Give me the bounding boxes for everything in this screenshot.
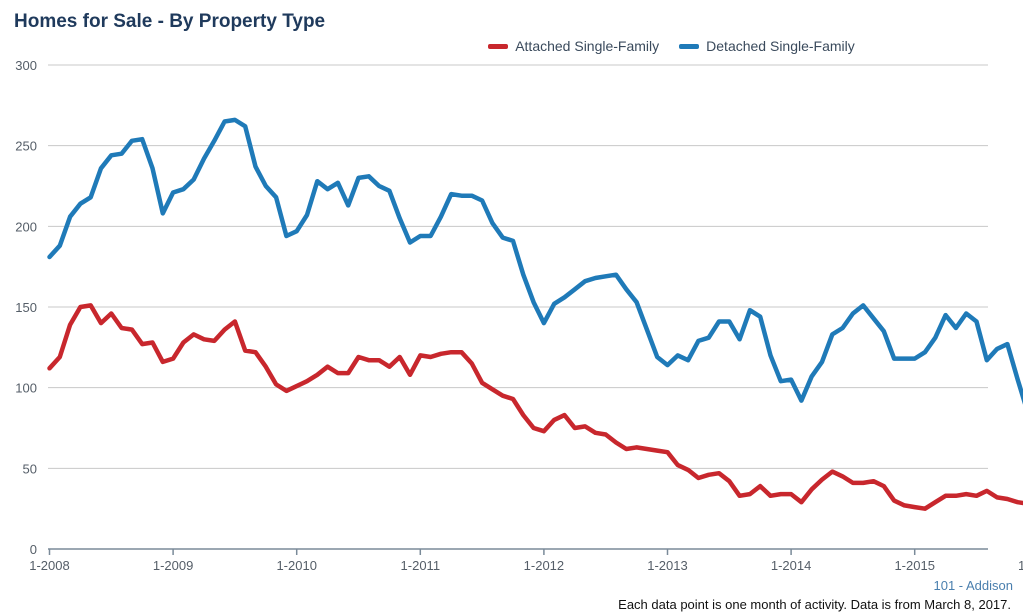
series-lines [47,117,1023,524]
x-tick-label: 1-2012 [524,558,564,573]
legend-item-detached[interactable]: Detached Single-Family [679,38,855,54]
series-line-attached[interactable] [47,303,1023,524]
y-tick-label: 250 [15,139,37,154]
y-tick-label: 50 [23,461,37,476]
chart-subtitle: 101 - Addison [933,578,1013,593]
y-tick-label: 300 [15,58,37,73]
x-tick-label: 1-2008 [29,558,69,573]
series-line-detached[interactable] [47,117,1023,435]
y-tick-label: 0 [30,542,37,557]
legend-swatch-attached [488,43,509,49]
y-tick-label: 100 [15,381,37,396]
chart-footnote: Each data point is one month of activity… [618,597,1011,612]
legend-label-detached: Detached Single-Family [706,38,855,54]
grid-lines [48,64,988,469]
x-tick-label: 1-2015 [894,558,934,573]
y-tick-label: 150 [15,300,37,315]
x-tick-label: 1-2010 [276,558,316,573]
chart-title: Homes for Sale - By Property Type [14,11,326,32]
x-tick-label: 1-2009 [153,558,193,573]
y-tick-label: 200 [15,219,37,234]
x-tick-label: 1-2011 [401,558,441,573]
y-axis-ticks: 0 50 100 150 200 250 300 [15,58,37,557]
legend: Attached Single-Family Detached Single-F… [0,38,1023,54]
legend-label-attached: Attached Single-Family [515,38,660,54]
legend-item-attached[interactable]: Attached Single-Family [168,38,659,54]
x-axis: 1-2008 1-2009 1-2010 1-2011 1-2012 1-2013 1-20… [29,548,1023,573]
legend-swatch-detached [679,43,700,49]
x-tick-label: 1-2014 [771,558,811,573]
x-tick-label: 1-2013 [647,558,687,573]
x-tick-label: 1-2016 [1018,558,1023,573]
